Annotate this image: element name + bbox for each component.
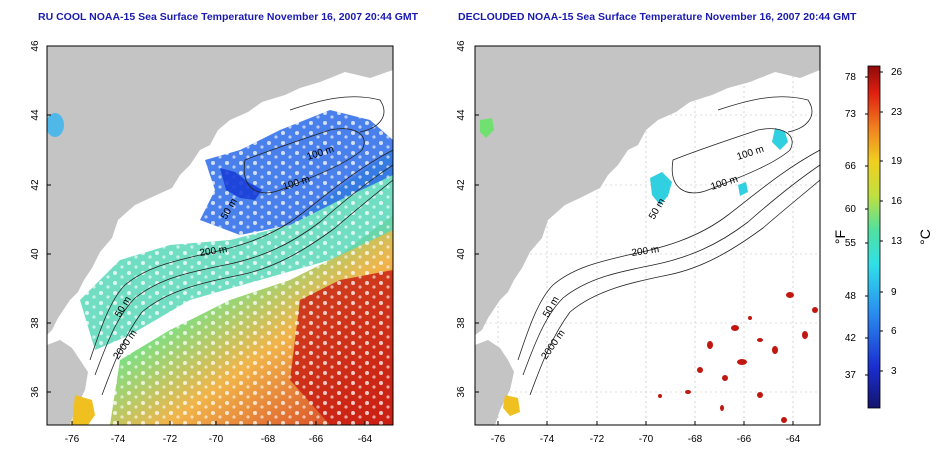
left-yellow-coast xyxy=(72,395,95,425)
right-x-tick-label: -66 xyxy=(737,434,752,445)
colorbar-celsius-unit: °C xyxy=(917,229,933,245)
right-y-tick-label: 36 xyxy=(456,386,467,398)
left-contour-50m xyxy=(89,149,393,361)
left-contour-2000m xyxy=(101,179,393,396)
colorbar-celsius-tick-label: 3 xyxy=(891,366,897,377)
right-y-tick-label: 46 xyxy=(456,40,467,52)
left-x-tick-label: -76 xyxy=(65,434,80,445)
right-land xyxy=(475,46,820,335)
left-land xyxy=(47,46,393,335)
right-map-title: DECLOUDED NOAA-15 Sea Surface Temperatur… xyxy=(458,11,857,23)
right-y-tick-label: 42 xyxy=(456,179,467,191)
colorbar-celsius-tick-label: 6 xyxy=(891,326,897,337)
left-x-tick-label: -70 xyxy=(209,434,224,445)
right-contour-georges-bank xyxy=(671,128,793,194)
left-lake-patch xyxy=(47,113,64,137)
colorbar-fahrenheit-ticks: 78 73 66 60 55 48 42 37 xyxy=(845,72,868,381)
right-contour-label: 200 m xyxy=(631,244,660,259)
left-x-axis: -76 -74 -72 -70 -68 -66 -64 xyxy=(65,421,373,445)
left-x-tick-label: -64 xyxy=(358,434,373,445)
right-land-south xyxy=(475,340,514,425)
right-y-tick-label: 44 xyxy=(456,109,467,121)
colorbar-fahrenheit-tick-label: 42 xyxy=(845,333,857,344)
right-sst-cyan-patch xyxy=(772,128,788,150)
colorbar-fahrenheit-tick-label: 55 xyxy=(845,238,857,249)
right-sst-yellow-patch xyxy=(503,395,520,416)
right-sst-cyan-patch xyxy=(738,182,748,196)
left-y-tick-label: 42 xyxy=(30,179,41,191)
left-y-tick-label: 46 xyxy=(30,40,41,52)
left-map-frame xyxy=(46,45,394,426)
left-contour-gulf-maine xyxy=(289,96,385,133)
colorbar-celsius-tick-label: 13 xyxy=(891,236,903,247)
right-y-axis: 46 44 42 40 38 36 xyxy=(456,40,479,398)
right-sst-cyan-patch xyxy=(650,172,672,205)
right-x-tick-label: -68 xyxy=(688,434,703,445)
left-y-axis: 46 44 42 40 38 36 xyxy=(30,40,51,398)
colorbar-fahrenheit-tick-label: 66 xyxy=(845,161,857,172)
right-contour-gulf-maine xyxy=(717,96,813,133)
left-contour-200m xyxy=(94,164,393,376)
right-x-tick-label: -74 xyxy=(540,434,555,445)
colorbar-fahrenheit-tick-label: 78 xyxy=(845,72,857,83)
left-x-tick-label: -66 xyxy=(309,434,324,445)
colorbar-fahrenheit-unit: °F xyxy=(832,230,848,244)
left-map-title: RU COOL NOAA-15 Sea Surface Temperature … xyxy=(38,11,419,23)
left-coastal-cold-patch xyxy=(220,168,262,200)
colorbar-celsius-tick-label: 26 xyxy=(891,67,903,78)
colorbar: 78 73 66 60 55 48 42 37 26 23 19 16 13 9… xyxy=(832,65,933,409)
colorbar-celsius-ticks: 26 23 19 16 13 9 6 3 xyxy=(880,67,903,377)
colorbar-fahrenheit-tick-label: 48 xyxy=(845,291,857,302)
right-sst-green-patch xyxy=(480,118,494,138)
left-x-tick-label: -72 xyxy=(163,434,178,445)
colorbar-celsius-tick-label: 9 xyxy=(891,287,897,298)
left-y-tick-label: 44 xyxy=(30,109,41,121)
right-contour-50m xyxy=(517,149,820,361)
left-x-tick-label: -68 xyxy=(261,434,276,445)
colorbar-fahrenheit-tick-label: 60 xyxy=(845,204,857,215)
left-contour-label: 200 m xyxy=(199,244,228,259)
right-contour-2000m xyxy=(529,179,820,396)
colorbar-celsius-tick-label: 16 xyxy=(891,196,903,207)
colorbar-celsius-tick-label: 23 xyxy=(891,107,903,118)
colorbar-gradient xyxy=(867,65,881,409)
right-x-axis: -76 -74 -72 -70 -68 -66 -64 xyxy=(491,421,801,445)
left-y-tick-label: 40 xyxy=(30,248,41,260)
right-x-tick-label: -64 xyxy=(786,434,801,445)
left-map: 100 m 100 m 50 m 200 m 50 m 2000 m 46 44… xyxy=(30,40,394,445)
colorbar-fahrenheit-tick-label: 73 xyxy=(845,109,857,120)
colorbar-celsius-tick-label: 19 xyxy=(891,156,903,167)
right-contour-200m xyxy=(522,164,820,376)
right-sst-warm-patches xyxy=(658,292,818,423)
right-y-tick-label: 38 xyxy=(456,317,467,329)
colorbar-fahrenheit-tick-label: 37 xyxy=(845,370,857,381)
right-map-frame xyxy=(474,45,821,426)
left-x-tick-label: -74 xyxy=(111,434,126,445)
left-y-tick-label: 38 xyxy=(30,317,41,329)
right-y-tick-label: 40 xyxy=(456,248,467,260)
right-map: 100 m 100 m 50 m 200 m 50 m 2000 m 46 44… xyxy=(456,40,821,445)
right-x-tick-label: -76 xyxy=(491,434,506,445)
left-y-tick-label: 36 xyxy=(30,386,41,398)
right-x-tick-label: -70 xyxy=(639,434,654,445)
left-contour-georges-bank xyxy=(243,128,365,194)
right-x-tick-label: -72 xyxy=(590,434,605,445)
